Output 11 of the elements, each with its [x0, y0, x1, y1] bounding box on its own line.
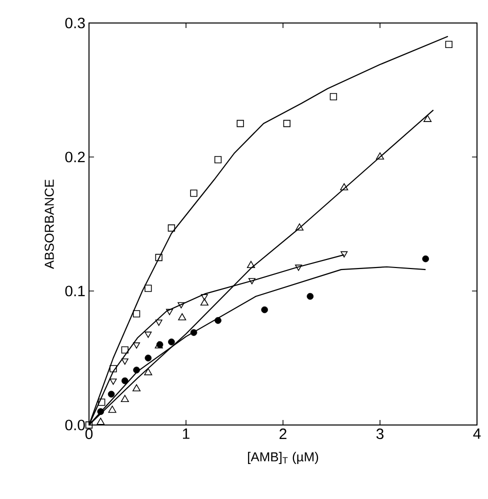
- y-tick-label: 0.3: [65, 18, 85, 28]
- x-tick-label: 2: [280, 428, 286, 439]
- y-tick-label: 0.0: [65, 420, 85, 430]
- x-tick-label: 1: [182, 428, 190, 439]
- x-tick-label: 3: [376, 428, 384, 440]
- x-tick-label: 0: [85, 428, 93, 440]
- y-axis-title: ABSORBANCE: [44, 180, 54, 269]
- y-tick-label: 0.1: [65, 286, 85, 296]
- x-tick-label: 4: [473, 428, 481, 439]
- y-tick-label: 0.2: [65, 152, 85, 162]
- x-axis-title: [AMB]$_{T}$ (µM): [248, 452, 318, 464]
